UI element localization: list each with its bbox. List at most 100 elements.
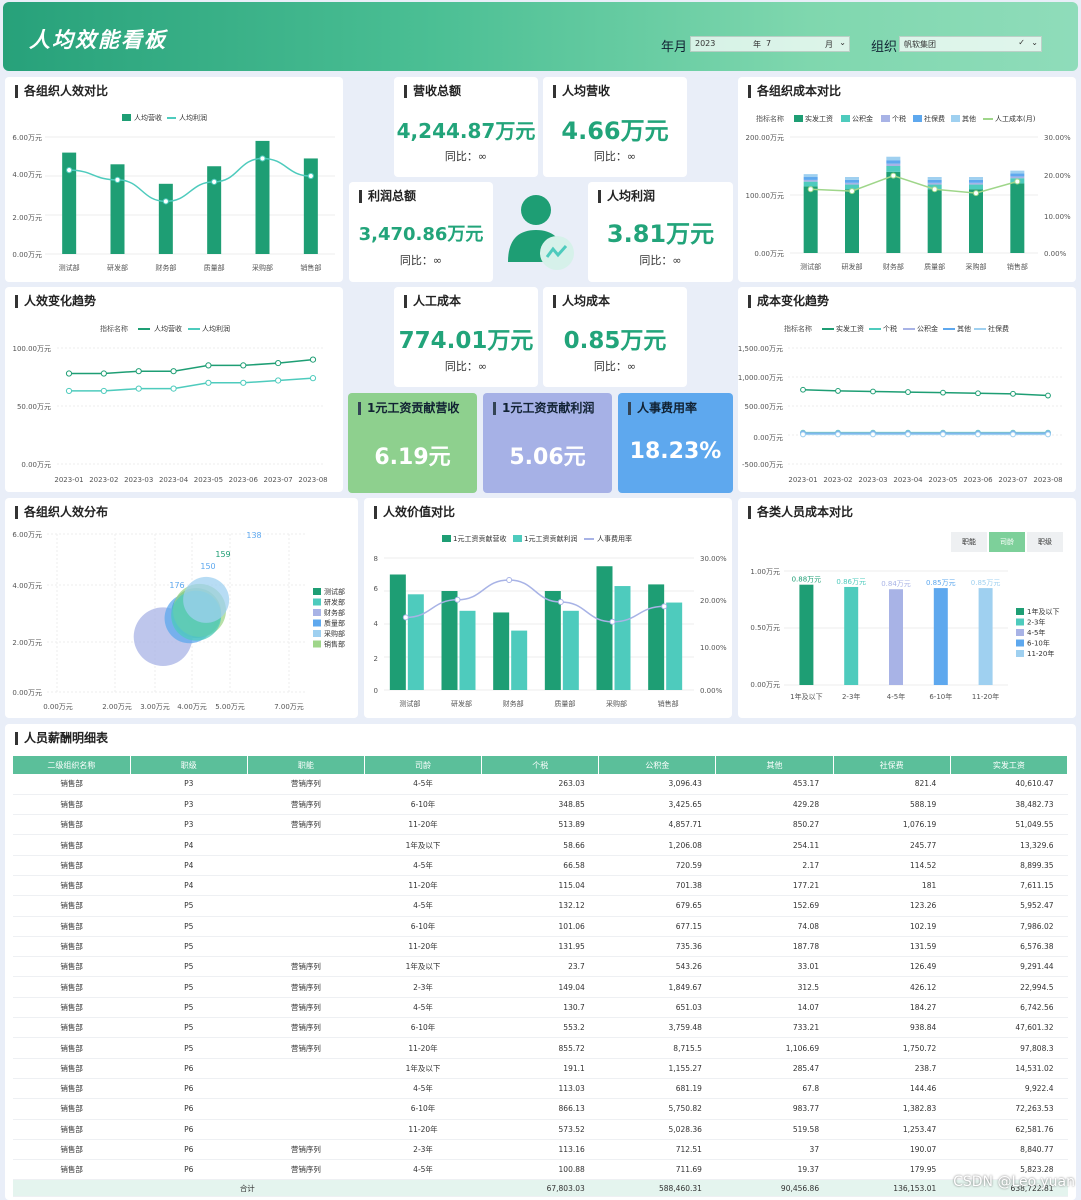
table-cell: 33.01: [715, 956, 834, 978]
series-point: [309, 356, 317, 363]
table-cell: 855.72: [481, 1037, 599, 1059]
table-cell: 40,610.47: [950, 774, 1068, 795]
table-cell: 14.07: [715, 997, 834, 1019]
table-row: 销售部 P4 4-5年 66.58 720.59 2.17 114.52 8,899.35: [13, 855, 1068, 876]
table-cell: 651.03: [598, 997, 716, 1019]
column-header[interactable]: 二级组织名称: [13, 756, 131, 774]
x-tick-label: 2023-02: [823, 476, 852, 484]
stacked-bar-segment: [845, 182, 859, 185]
bar-revenue: [158, 183, 173, 254]
bar-2-3年: [844, 586, 859, 685]
x-tick-label: 销售部: [1007, 262, 1028, 271]
table-cell: 312.5: [715, 976, 834, 998]
series-point: [905, 431, 911, 438]
series-point: [135, 368, 142, 375]
table-cell: 735.36: [598, 936, 716, 958]
column-header[interactable]: 实发工资: [950, 756, 1069, 774]
table-cell: P5: [130, 976, 248, 998]
year-value: 2023: [695, 39, 716, 48]
x-tick: 2.00万元: [102, 703, 132, 711]
total-cell: 67,803.03: [481, 1179, 599, 1198]
org-select[interactable]: 帆软集团 ✓ ⌄: [899, 36, 1042, 52]
y2-tick: 0.00%: [700, 687, 723, 695]
series-point: [800, 431, 806, 438]
table-cell: 销售部: [13, 956, 131, 978]
table-cell: 66.58: [481, 855, 599, 876]
table-cell: [247, 875, 365, 897]
table-cell: 712.51: [598, 1139, 716, 1161]
x-tick-label: 2023-05: [928, 476, 957, 484]
x-tick-label: 2023-06: [229, 476, 259, 484]
table-cell: 132.12: [481, 895, 599, 917]
series-point: [870, 388, 876, 395]
legend-label: 11-20年: [1027, 649, 1054, 658]
legend-swatch: [313, 630, 321, 637]
table-cell: [247, 1119, 365, 1140]
x-tick-label: 2023-01: [788, 476, 817, 484]
x-tick-label: 销售部: [300, 263, 321, 272]
legend-label-profit: 人均利润: [179, 113, 207, 122]
y2-tick: 10.00%: [1044, 213, 1071, 221]
table-cell: 681.19: [598, 1078, 716, 1100]
panel-title: 各组织人效分布: [15, 506, 108, 519]
column-header[interactable]: 司龄: [364, 756, 483, 774]
table-cell: 101.06: [481, 916, 599, 937]
table-cell: 5,028.36: [598, 1119, 716, 1140]
legend-label: 质量部: [324, 619, 345, 628]
kpi-title: 1元工资贡献利润: [493, 402, 594, 415]
column-header[interactable]: 其他: [715, 756, 834, 774]
kpi-wage-profit: 1元工资贡献利润 5.06元: [483, 393, 612, 493]
table-cell: 348.85: [481, 794, 599, 816]
table-row: 销售部 P5 营销序列 11-20年 855.72 8,715.5 1,106.69 1,75…: [13, 1037, 1068, 1059]
legend-swatch: [313, 619, 321, 627]
table-cell: 1年及以下: [364, 1058, 482, 1079]
table-row: 销售部 P5 营销序列 2-3年 149.04 1,849.67 312.5 426.12 22…: [13, 976, 1068, 998]
table-cell: 销售部: [13, 774, 131, 795]
x-tick-label: 2023-08: [1033, 476, 1062, 484]
table-cell: 5,952.47: [950, 895, 1068, 917]
column-header[interactable]: 个税: [481, 756, 600, 774]
year-month-select[interactable]: 2023 年 7 月 ⌄: [690, 36, 850, 52]
table-cell: 191.1: [481, 1058, 599, 1079]
legend-label: 实发工资: [836, 324, 864, 333]
kpi-value: 4,244.87万元: [396, 119, 536, 143]
table-header-row: 二级组织名称 职级 职能 司龄 个税 公积金 其他 社保费 实发工资: [13, 756, 1069, 774]
table-cell: 100.88: [481, 1159, 599, 1181]
line-profit: [69, 157, 311, 203]
cost-trend-chart: 指标名称 实发工资 个税 公积金 其他 社保费 1,500.00万元 1,000…: [738, 324, 1063, 484]
y-tick: 500.00万元: [745, 403, 784, 411]
x-tick-label: 2023-07: [264, 476, 293, 484]
table-cell: 销售部: [13, 1078, 131, 1100]
series-point: [275, 359, 282, 367]
legend-label: 个税: [883, 324, 897, 333]
table-cell: P5: [130, 1037, 248, 1059]
y-tick: 2: [374, 655, 378, 663]
tab-rank[interactable]: 职级: [1027, 532, 1063, 552]
x-tick: 7.00万元: [274, 703, 304, 711]
column-header[interactable]: 职级: [130, 756, 248, 774]
person-chart-icon: [500, 190, 582, 274]
column-header[interactable]: 职能: [247, 756, 365, 774]
column-header[interactable]: 公积金: [598, 756, 717, 774]
bar-revenue: [207, 166, 222, 254]
tab-function[interactable]: 职能: [951, 532, 987, 552]
legend-label: 研发部: [324, 598, 345, 607]
table-cell: 11-20年: [364, 936, 482, 958]
series-point: [1045, 392, 1051, 399]
table-cell: P6: [130, 1119, 248, 1140]
series-point: [940, 431, 946, 438]
kpi-yoy: 同比：∞: [593, 150, 637, 163]
x-tick-label: 财务部: [503, 699, 524, 708]
legend-label: 公积金: [852, 114, 873, 123]
table-cell: 37: [715, 1139, 834, 1161]
stacked-bar-segment: [803, 179, 818, 182]
bar-revenue: [62, 152, 77, 254]
table-cell: 3,096.43: [598, 774, 716, 795]
table-cell: 销售部: [13, 895, 131, 917]
column-header[interactable]: 社保费: [833, 756, 951, 774]
table-cell: 营销序列: [247, 1017, 365, 1039]
table-cell: 553.2: [481, 1017, 599, 1039]
table-row: 销售部 P6 11-20年 573.52 5,028.36 519.58 1,253.47 6…: [13, 1119, 1068, 1140]
tab-seniority[interactable]: 司龄: [989, 532, 1025, 552]
table-cell: 1,750.72: [833, 1037, 951, 1059]
